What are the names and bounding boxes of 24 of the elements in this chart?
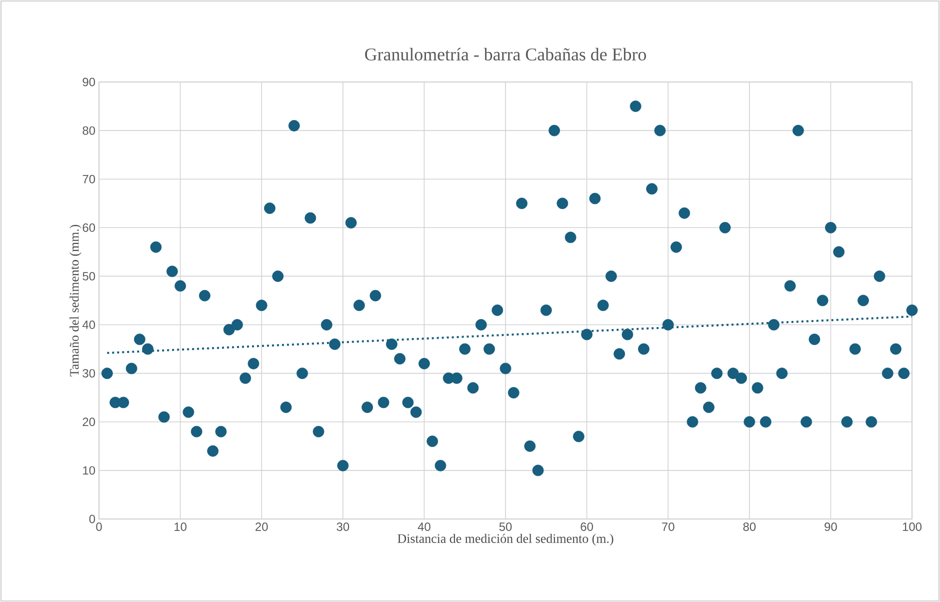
chart-title: Granulometría - barra Cabañas de Ebro [365,48,646,60]
x-tick-label: 50 [499,522,512,531]
y-tick-label: 20 [82,418,96,426]
x-tick-label: 100 [902,522,922,531]
y-tick-label: 80 [82,126,96,135]
y-tick-label: 30 [82,369,96,378]
y-tick-label: 90 [82,78,96,86]
x-axis-title: Distancia de medición del sedimento (m.) [398,534,614,546]
y-tick-label: 50 [82,272,96,280]
x-tick-label: 70 [662,522,674,531]
x-tick-label: 40 [418,522,430,531]
x-tick-label: 80 [743,522,756,531]
x-tick-label: 90 [824,522,837,531]
y-tick-label: 0 [89,514,96,524]
x-tick-label: 60 [580,522,593,531]
x-tick-label: 0 [96,522,102,531]
y-tick-label: 70 [82,174,96,184]
y-axis-title: Tamaño del sedimento (mm.) [70,224,82,376]
x-tick-label: 30 [336,522,350,531]
y-tick-label: 10 [83,466,96,475]
x-tick-label: 10 [174,522,186,531]
x-tick-label: 20 [256,522,268,531]
y-tick-label: 60 [82,223,96,232]
y-tick-label: 40 [82,320,96,329]
